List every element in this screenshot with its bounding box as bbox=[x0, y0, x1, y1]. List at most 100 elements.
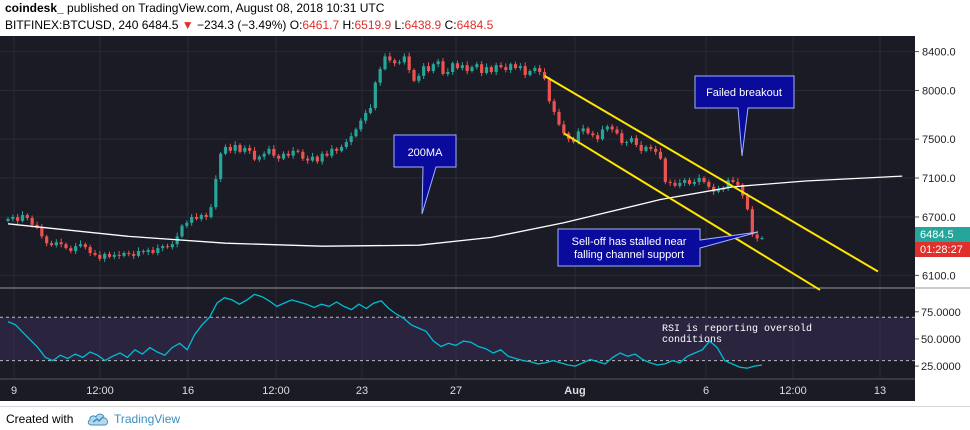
candle-body bbox=[668, 181, 672, 183]
publisher-line: coindesk_ published on TradingView.com, … bbox=[5, 1, 384, 15]
rsi-tick-label: 75.0000 bbox=[921, 307, 961, 319]
candle-body bbox=[412, 70, 416, 81]
candle-body bbox=[11, 216, 15, 219]
channel-lower-line[interactable] bbox=[563, 132, 821, 291]
callout-failed-breakout-text: Failed breakout bbox=[706, 87, 782, 99]
callout-selloff-line2: falling channel support bbox=[574, 249, 684, 261]
candle-body bbox=[470, 67, 474, 72]
tradingview-link[interactable]: TradingView bbox=[114, 412, 181, 426]
callout-200ma[interactable]: 200MA bbox=[393, 134, 457, 215]
price-tick-label: 7500.0 bbox=[922, 134, 956, 146]
candle-body bbox=[451, 63, 455, 72]
candle-body bbox=[538, 68, 542, 72]
time-tick-label: 16 bbox=[182, 385, 194, 397]
candle-body bbox=[330, 148, 334, 156]
candle-body bbox=[107, 253, 112, 257]
candle-body bbox=[625, 142, 629, 144]
high-label: H: bbox=[342, 18, 355, 32]
tradingview-cloud-icon[interactable] bbox=[86, 411, 110, 427]
callout-failed-breakout[interactable]: Failed breakout bbox=[694, 75, 795, 157]
candle-body bbox=[286, 153, 290, 156]
candle-body bbox=[238, 144, 242, 152]
candle-body bbox=[233, 144, 237, 151]
candle-body bbox=[243, 147, 247, 152]
candle-body bbox=[25, 215, 29, 218]
candle-body bbox=[281, 153, 286, 159]
candle-body bbox=[209, 207, 213, 217]
candle-body bbox=[151, 250, 155, 253]
candle-body bbox=[359, 120, 363, 130]
candle-body bbox=[417, 75, 421, 81]
author-name[interactable]: coindesk_ bbox=[5, 1, 64, 15]
candle-body bbox=[78, 244, 83, 247]
candle-body bbox=[712, 186, 716, 192]
candle-body bbox=[194, 216, 199, 219]
candle-body bbox=[54, 242, 58, 246]
last-price-tag-bg bbox=[915, 227, 970, 242]
candle-body bbox=[310, 156, 315, 161]
callout-selloff[interactable]: Sell-off has stalled near falling channe… bbox=[557, 228, 759, 267]
candle-body bbox=[185, 222, 189, 226]
candle-body bbox=[223, 146, 228, 154]
candle-body bbox=[136, 251, 141, 256]
candle-body bbox=[306, 158, 310, 161]
candle-body bbox=[629, 138, 634, 143]
candle-body bbox=[480, 64, 484, 73]
rsi-axis-ticks: 75.0000 50.0000 25.0000 bbox=[915, 307, 961, 373]
candle-body bbox=[683, 180, 687, 183]
candle-body bbox=[59, 242, 63, 245]
published-text: published on TradingView.com, August 08,… bbox=[67, 1, 385, 15]
candle-body bbox=[586, 128, 590, 134]
candle-body bbox=[736, 181, 740, 185]
low-value: 6438.9 bbox=[404, 18, 442, 32]
candle-body bbox=[576, 131, 580, 143]
callout-failed-breakout-shape bbox=[694, 75, 795, 157]
callout-selloff-line1: Sell-off has stalled near bbox=[572, 236, 687, 248]
candle-body bbox=[760, 237, 764, 239]
candle-body bbox=[64, 244, 68, 249]
rsi-line bbox=[7, 293, 763, 369]
candle-body bbox=[460, 65, 464, 69]
price-chart[interactable]: 200MA Failed breakout Sell-off has stall… bbox=[0, 36, 970, 406]
candle-body bbox=[658, 151, 663, 159]
rsi-note: RSI is reporting oversold conditions bbox=[662, 323, 812, 346]
candle-body bbox=[600, 129, 605, 140]
candle-body bbox=[199, 215, 203, 219]
candle-body bbox=[533, 68, 537, 72]
channel-upper-line[interactable] bbox=[543, 75, 879, 273]
candle-body bbox=[161, 246, 165, 249]
candle-body bbox=[228, 146, 232, 151]
candle-body bbox=[252, 150, 257, 160]
rsi-note-line2: conditions bbox=[662, 334, 722, 346]
footer: Created with TradingView bbox=[0, 406, 970, 430]
close-label: C: bbox=[444, 18, 457, 32]
open-value: 6461.7 bbox=[302, 18, 340, 32]
created-with-text: Created with bbox=[6, 412, 74, 426]
candle-body bbox=[368, 108, 373, 113]
candle-body bbox=[325, 153, 329, 156]
candle-body bbox=[654, 148, 658, 152]
candle-body bbox=[620, 133, 624, 144]
open-label: O: bbox=[289, 18, 303, 32]
ma200-line bbox=[7, 175, 903, 247]
candle-body bbox=[755, 234, 759, 239]
candle-body bbox=[296, 150, 300, 152]
candle-body bbox=[663, 158, 667, 182]
candle-body bbox=[547, 78, 551, 102]
countdown-tag-text: 01:28:27 bbox=[920, 244, 963, 256]
price-change: −234.3 (−3.49%) bbox=[197, 18, 287, 32]
candle-body bbox=[465, 65, 469, 72]
candle-body bbox=[45, 236, 49, 244]
candle-body bbox=[364, 112, 368, 121]
candle-body bbox=[301, 151, 305, 159]
candle-body bbox=[702, 178, 706, 182]
candle-body bbox=[267, 148, 271, 154]
candle-body bbox=[436, 61, 440, 65]
callout-200ma-text: 200MA bbox=[408, 147, 444, 159]
candle-body bbox=[378, 69, 382, 83]
time-axis-ticks: 9 12:00 16 12:00 23 27 Aug 6 12:00 13 bbox=[11, 385, 886, 397]
price-axis-ticks: 8400.0 8000.0 7500.0 7100.0 6700.0 6100.0 bbox=[915, 47, 956, 282]
candle-body bbox=[127, 252, 131, 254]
candle-body bbox=[117, 254, 121, 256]
candle-body bbox=[407, 56, 411, 71]
